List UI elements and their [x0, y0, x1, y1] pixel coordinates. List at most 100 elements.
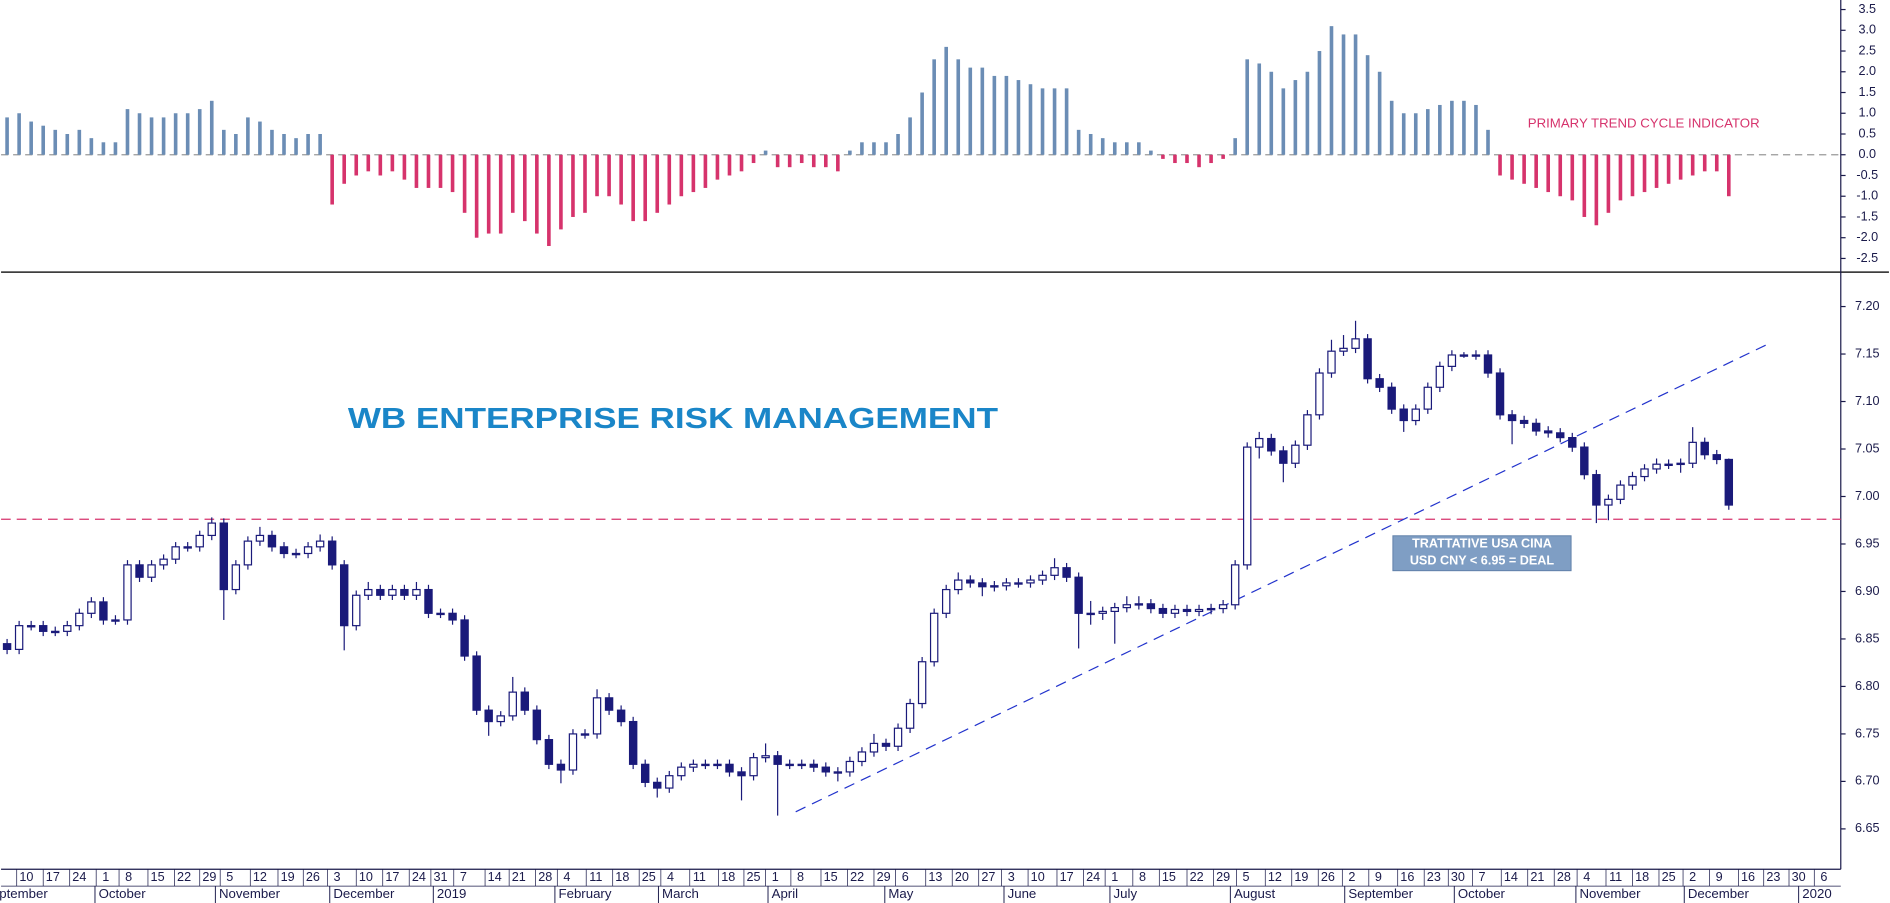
y-tick-label: 6.80 — [1855, 679, 1880, 693]
x-tick-label: 6 — [1820, 870, 1827, 884]
indicator-bar — [1293, 80, 1298, 155]
candle-body — [1556, 432, 1565, 439]
indicator-bar — [1173, 154, 1177, 164]
candle-body — [147, 564, 156, 578]
candle-body — [1411, 408, 1420, 422]
indicator-bar — [1245, 59, 1250, 155]
indicator-bar — [486, 154, 491, 234]
indicator-bar — [209, 100, 214, 155]
x-tick-label: 15 — [151, 870, 165, 884]
candle-body — [1459, 354, 1469, 357]
x-tick-label: 23 — [1427, 870, 1441, 884]
x-tick-label: 24 — [412, 870, 426, 884]
candle-body — [821, 766, 831, 773]
indicator-bar — [1305, 71, 1310, 155]
y-tick-label: 6.75 — [1855, 726, 1880, 740]
indicator-bar — [932, 59, 936, 155]
indicator-bar — [1678, 154, 1683, 180]
indicator-bar — [1028, 84, 1033, 155]
candle-body — [63, 625, 72, 632]
candle-body — [604, 697, 614, 711]
indicator-bar — [1040, 88, 1045, 155]
candle-body — [1652, 463, 1661, 470]
x-tick-label: 2 — [1348, 870, 1355, 884]
y-tick-label: 7.15 — [1855, 346, 1880, 360]
indicator-bar — [414, 154, 419, 188]
month-label: May — [888, 886, 913, 901]
indicator-bar — [426, 154, 431, 188]
indicator-bar — [679, 154, 684, 197]
candle-body — [954, 579, 963, 591]
x-tick-label: 28 — [538, 870, 552, 884]
indicator-bar — [330, 154, 334, 205]
annotation-box — [1392, 535, 1572, 572]
indicator-bar — [282, 133, 286, 155]
month-label: December — [1688, 886, 1750, 901]
indicator-bar — [595, 154, 599, 197]
candle-body — [1399, 408, 1408, 422]
candle-body — [532, 709, 542, 741]
indicator-bar — [944, 46, 949, 155]
candle-body — [1110, 607, 1119, 613]
candle-body — [1604, 498, 1613, 506]
candle-body — [966, 579, 975, 584]
x-tick-label: 29 — [202, 870, 216, 884]
indicator-bar — [775, 154, 780, 168]
indicator-bar — [1088, 133, 1093, 155]
indicator-bar — [884, 142, 888, 155]
candle-body — [1146, 603, 1156, 610]
indicator-bar — [113, 142, 118, 155]
indicator-bar — [1137, 142, 1141, 155]
x-tick-label: 12 — [1268, 870, 1282, 884]
candle-body — [1543, 430, 1553, 434]
candle-body — [1471, 354, 1481, 357]
indicator-bar — [631, 154, 635, 222]
candle-body — [1002, 582, 1011, 587]
x-tick-label: 16 — [1741, 870, 1755, 884]
x-tick-label: 30 — [1451, 870, 1465, 884]
candle-body — [1531, 422, 1541, 432]
x-tick-label: 29 — [1216, 870, 1230, 884]
candle-body — [1327, 350, 1336, 374]
indicator-bar — [691, 154, 696, 193]
candle-body — [75, 612, 84, 627]
candle-body — [941, 588, 951, 614]
x-tick-label: 4 — [667, 870, 674, 884]
indicator-label: PRIMARY TREND CYCLE INDICATOR — [1528, 116, 1760, 131]
indicator-bar — [1654, 154, 1659, 188]
month-label: June — [1008, 886, 1037, 901]
candle-body — [2, 643, 12, 650]
month-label: July — [1114, 886, 1138, 901]
indicator-bar — [1016, 80, 1021, 155]
indicator-bar — [101, 142, 106, 155]
candle-body — [327, 540, 337, 566]
candle-body — [978, 582, 987, 588]
x-tick-label: 18 — [615, 870, 629, 884]
indicator-bar — [836, 154, 840, 172]
candle-body — [388, 588, 397, 596]
candle-body — [653, 781, 662, 789]
candle-body — [1580, 446, 1589, 476]
candle-body — [1315, 372, 1324, 416]
indicator-bar — [5, 117, 9, 155]
indicator-bar — [787, 154, 792, 168]
x-tick-label: 17 — [46, 870, 60, 884]
indicator-bar — [234, 133, 238, 155]
indicator-bar — [1558, 154, 1563, 197]
candle-body — [303, 546, 313, 555]
indicator-bar — [1269, 71, 1274, 155]
candle-body — [857, 751, 867, 763]
candle-body — [51, 630, 60, 634]
indicator-bar — [571, 154, 575, 217]
x-tick-label: 21 — [512, 870, 526, 884]
indicator-bar — [498, 154, 503, 234]
indicator-bar — [161, 117, 166, 155]
indicator-bar — [1100, 138, 1105, 155]
candle-body — [1242, 446, 1252, 566]
indicator-bar — [1317, 51, 1322, 155]
indicator-bar — [258, 121, 262, 155]
indicator-bar — [1630, 154, 1635, 197]
candle-body — [195, 534, 204, 548]
month-label: 2019 — [437, 886, 466, 901]
x-tick-label: 19 — [1294, 870, 1308, 884]
